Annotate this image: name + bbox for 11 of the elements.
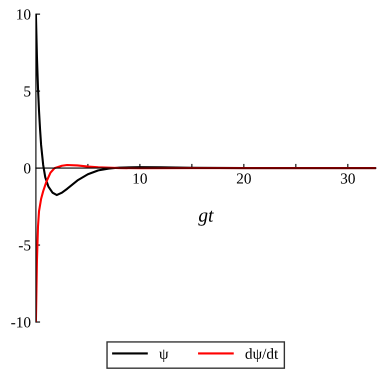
x-axis-title: gt: [198, 210, 214, 226]
y-tick-label: 5: [24, 86, 30, 97]
y-tick-label: 0: [24, 163, 30, 174]
y-tick-label: -10: [11, 317, 30, 328]
x-tick-label: 20: [236, 173, 251, 184]
x-tick-label: 10: [134, 173, 147, 184]
legend-label: dψ/dt: [245, 348, 278, 362]
x-tick-label: 30: [340, 173, 355, 184]
y-tick-label: -5: [18, 240, 30, 251]
legend-label: ψ: [159, 350, 168, 362]
y-tick-label: 10: [17, 9, 30, 20]
